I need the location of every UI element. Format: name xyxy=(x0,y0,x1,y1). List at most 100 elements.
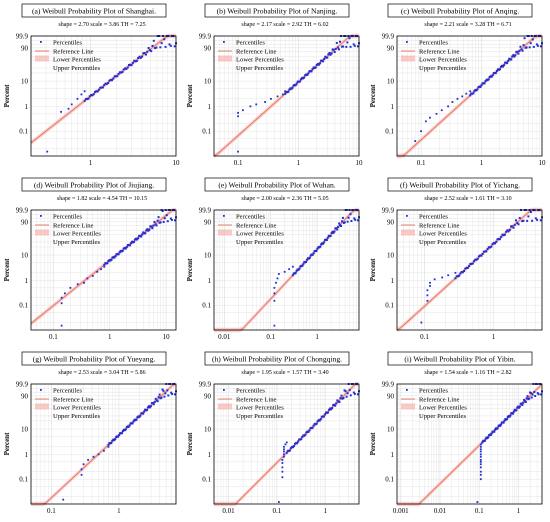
percentile-point xyxy=(273,292,276,295)
percentile-point xyxy=(515,219,518,222)
percentile-point xyxy=(287,449,290,452)
legend-percentiles-label: Percentiles xyxy=(53,40,82,47)
percentile-point xyxy=(476,88,479,91)
percentile-point xyxy=(525,46,528,49)
percentile-point xyxy=(482,82,485,85)
percentile-point xyxy=(139,234,142,237)
percentile-point xyxy=(325,56,328,59)
percentile-point xyxy=(292,84,295,87)
reference-line xyxy=(31,383,177,505)
y-tick-label: 10 xyxy=(387,78,395,86)
y-tick-label: 90 xyxy=(204,218,212,226)
percentile-point xyxy=(331,407,334,410)
percentile-point xyxy=(281,462,284,464)
percentile-point xyxy=(138,55,141,58)
percentile-point xyxy=(352,391,355,394)
percentile-point xyxy=(451,101,454,103)
percentile-point xyxy=(277,501,280,503)
percentile-point xyxy=(347,216,350,219)
percentile-point xyxy=(297,80,300,83)
percentile-point xyxy=(484,80,487,83)
percentile-point xyxy=(528,397,531,400)
legend-lower-marker xyxy=(401,403,415,410)
plot-area xyxy=(31,36,176,156)
percentile-point xyxy=(433,278,436,281)
y-tick-label: 1 xyxy=(25,103,29,111)
percentile-point xyxy=(141,233,144,236)
percentile-point xyxy=(471,262,474,265)
percentile-point xyxy=(321,59,324,62)
percentile-point xyxy=(328,408,331,411)
percentile-point xyxy=(479,254,482,257)
percentile-point xyxy=(526,219,529,222)
percentile-point xyxy=(480,84,483,87)
percentile-point xyxy=(465,92,468,95)
percentile-point xyxy=(144,53,147,56)
x-tick-label: 0.1 xyxy=(273,507,282,515)
percentile-point xyxy=(237,150,239,153)
percentile-point xyxy=(300,438,303,441)
percentile-point xyxy=(494,242,497,245)
percentile-point xyxy=(169,217,172,220)
percentile-point xyxy=(60,110,62,113)
y-axis-label: Percent xyxy=(369,84,377,107)
percentile-point xyxy=(150,225,153,228)
percentile-point xyxy=(524,400,527,403)
percentile-point xyxy=(326,236,329,239)
percentile-point xyxy=(283,270,286,273)
y-tick-label: 99.9 xyxy=(199,381,212,389)
percentile-point xyxy=(357,219,360,222)
percentile-point xyxy=(485,250,488,253)
percentile-point xyxy=(484,250,487,253)
y-tick-label: 90 xyxy=(204,44,212,52)
percentile-point xyxy=(122,247,125,250)
percentile-point xyxy=(283,448,285,451)
percentile-point xyxy=(148,228,151,231)
percentile-point xyxy=(494,72,497,75)
percentile-point xyxy=(323,413,326,416)
percentile-point xyxy=(170,391,173,394)
percentile-point xyxy=(153,400,156,403)
y-axis-label: Percent xyxy=(3,258,11,281)
percentile-point xyxy=(286,91,289,94)
percentile-point xyxy=(307,430,310,433)
legend-upper-label: Upper Percentiles xyxy=(419,413,466,420)
percentile-point xyxy=(346,41,349,44)
percentile-point xyxy=(87,97,90,100)
percentile-point xyxy=(276,95,279,98)
percentile-point xyxy=(111,439,114,442)
percentile-point xyxy=(116,253,119,256)
percentile-point xyxy=(471,92,474,95)
percentile-point xyxy=(509,414,512,417)
percentile-point xyxy=(104,262,107,265)
percentile-point xyxy=(323,57,326,60)
percentile-point xyxy=(147,405,150,408)
percentile-point xyxy=(92,93,95,96)
percentile-point xyxy=(124,428,127,431)
percentile-point xyxy=(464,267,467,270)
plot-frame xyxy=(396,209,543,331)
y-tick-label: 0.1 xyxy=(19,302,28,310)
percentile-point xyxy=(112,77,115,80)
percentile-point xyxy=(512,54,515,57)
percentile-point xyxy=(100,86,103,89)
percentile-point xyxy=(163,38,166,41)
percentile-point xyxy=(315,249,318,252)
plot-area xyxy=(31,210,176,330)
percentile-point xyxy=(156,219,159,222)
percentile-point xyxy=(353,44,356,47)
percentile-point xyxy=(283,445,285,448)
percentile-point xyxy=(148,406,151,409)
percentile-point xyxy=(128,64,131,67)
y-tick-label: 99.9 xyxy=(382,207,395,215)
legend-lower-marker xyxy=(35,403,49,410)
percentile-point xyxy=(326,411,329,414)
confidence-band xyxy=(397,207,542,333)
percentile-point xyxy=(298,438,301,441)
weibull-panel-d: (d) Weibull Probability Plot of Jiujiang… xyxy=(2,176,184,348)
percentile-point xyxy=(159,46,162,49)
legend-lower-marker xyxy=(35,55,49,62)
legend-percentiles-marker xyxy=(223,215,225,217)
weibull-panel-a: (a) Weibull Probability Plot of Shanghai… xyxy=(2,2,184,174)
